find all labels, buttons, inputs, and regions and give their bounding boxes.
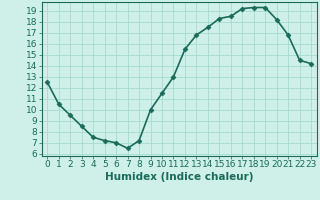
X-axis label: Humidex (Indice chaleur): Humidex (Indice chaleur) — [105, 172, 253, 182]
